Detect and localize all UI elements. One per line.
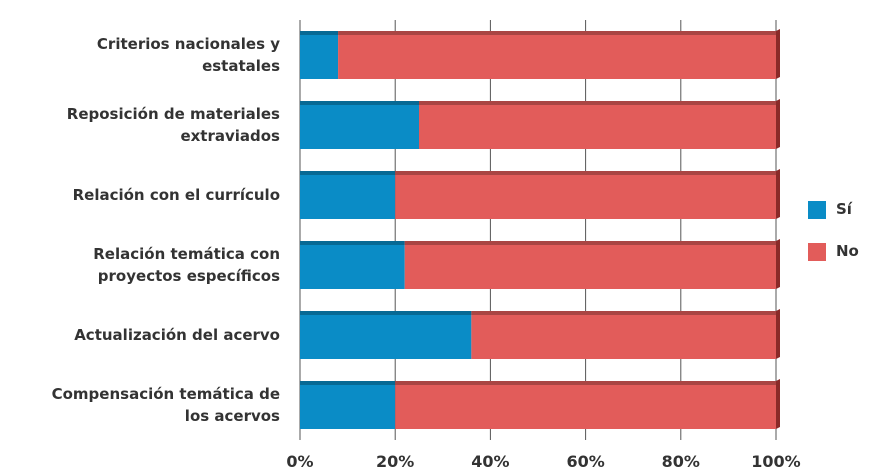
bar-top-shade: [300, 311, 472, 315]
category-label: Compensación temática de los acervos: [51, 385, 280, 425]
x-tick-label: 20%: [376, 452, 415, 471]
bar-segment: [300, 101, 419, 149]
bar-top-shade: [300, 381, 396, 385]
bar-segment: [404, 241, 776, 289]
bar-side: [776, 169, 780, 219]
bar-side: [776, 29, 780, 79]
x-tick-label: 0%: [286, 452, 314, 471]
legend-label: Sí: [836, 200, 852, 218]
bar-top-shade: [338, 31, 776, 35]
bar-side: [776, 379, 780, 429]
x-tick-label: 40%: [471, 452, 510, 471]
bar-segment: [419, 101, 776, 149]
bar-top-shade: [395, 381, 776, 385]
category-label: Relación temática con proyectos específi…: [93, 245, 280, 285]
bar-side: [776, 309, 780, 359]
bar-top-shade: [300, 171, 396, 175]
bar-segment: [300, 381, 396, 429]
bar-top-shade: [404, 241, 776, 245]
legend-label: No: [836, 242, 859, 260]
x-tick-label: 80%: [661, 452, 700, 471]
bar-top-shade: [419, 101, 776, 105]
category-label: Criterios nacionales y estatales: [96, 35, 280, 75]
bar-side: [776, 99, 780, 149]
x-tick-label: 100%: [751, 452, 801, 471]
bar-segment: [300, 31, 339, 79]
category-label: Reposición de materiales extraviados: [66, 105, 280, 145]
bar-top-shade: [300, 101, 419, 105]
bar-top-shade: [300, 31, 339, 35]
bar-top-shade: [471, 311, 776, 315]
bar-segment: [395, 381, 776, 429]
legend-swatch: [808, 201, 826, 219]
category-label: Actualización del acervo: [74, 326, 280, 344]
bar-side: [776, 239, 780, 289]
category-label: Relación con el currículo: [72, 186, 280, 204]
legend-swatch: [808, 243, 826, 261]
bar-segment: [395, 171, 776, 219]
bar-segment: [300, 241, 405, 289]
bar-top-shade: [395, 171, 776, 175]
x-tick-label: 60%: [566, 452, 605, 471]
bar-segment: [300, 171, 396, 219]
bar-segment: [338, 31, 776, 79]
bar-segment: [300, 311, 472, 359]
bar-segment: [471, 311, 776, 359]
bar-top-shade: [300, 241, 405, 245]
